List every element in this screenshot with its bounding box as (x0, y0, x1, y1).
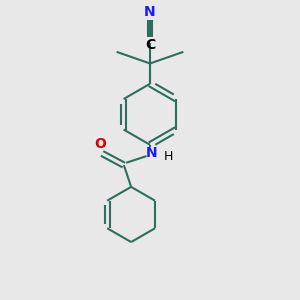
Text: N: N (146, 146, 157, 160)
Text: O: O (95, 137, 106, 151)
Text: H: H (164, 150, 174, 163)
Text: N: N (144, 5, 156, 19)
Text: C: C (145, 38, 155, 52)
